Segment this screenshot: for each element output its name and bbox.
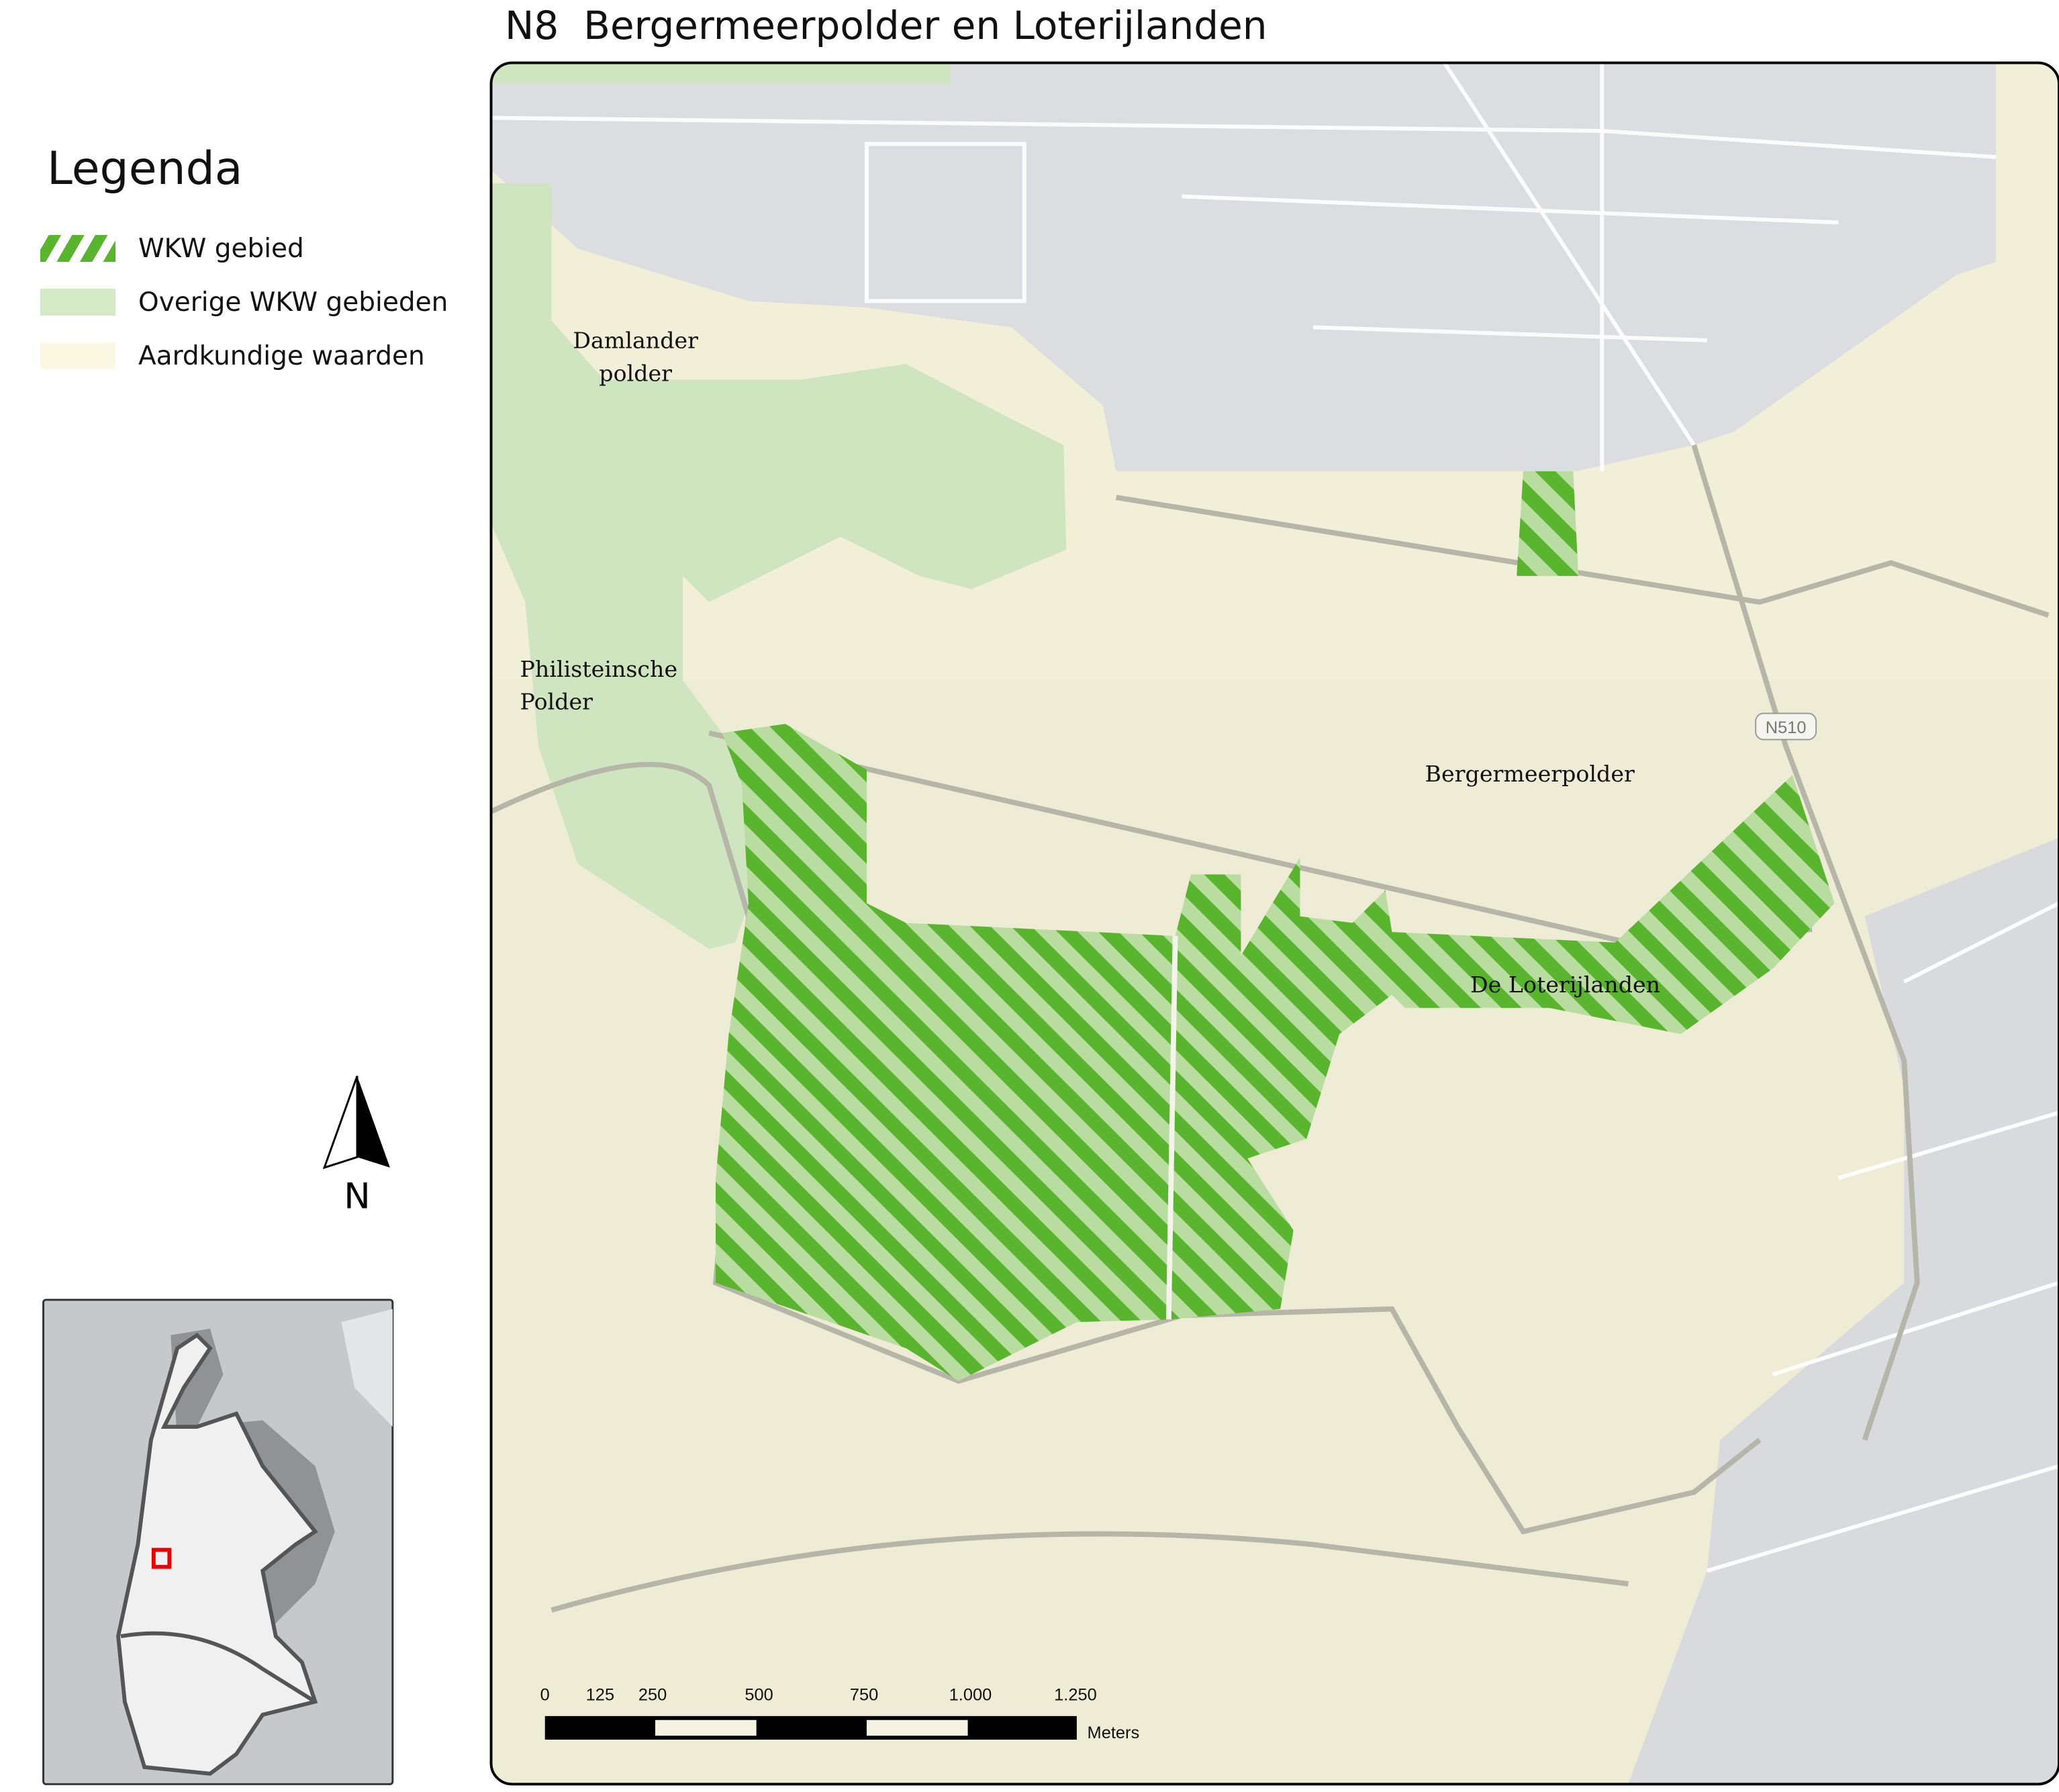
scale-tick: 125 — [586, 1686, 614, 1705]
scale-tick: 750 — [850, 1686, 878, 1705]
legend-item-wkw: WKW gebied — [40, 233, 304, 264]
scale-tick: 500 — [745, 1686, 773, 1705]
legend-item-overige: Overige WKW gebieden — [40, 287, 448, 318]
wkw-gebied-main — [716, 724, 1835, 1381]
overige-wkw-gebieden — [491, 183, 1067, 949]
place-label: Bergermeerpolder — [1425, 761, 1635, 787]
wkw-gebied-north — [1517, 471, 1579, 576]
beige-swatch-icon — [40, 342, 115, 369]
streets — [491, 62, 2059, 1573]
road-shield-icon — [1755, 712, 1817, 741]
hatch-swatch-icon — [40, 235, 115, 262]
place-label: Polder — [520, 689, 593, 715]
legend-title: Legenda — [47, 142, 243, 195]
scale-tick: 250 — [638, 1686, 667, 1705]
road — [1165, 935, 1178, 1320]
green-strip — [491, 62, 951, 84]
road-label: N510 — [1766, 718, 1807, 737]
legend-label: Overige WKW gebieden — [138, 287, 448, 318]
inset-locator-map — [42, 1299, 394, 1785]
map-title: N8 Bergermeerpolder en Loterijlanden — [505, 3, 1267, 48]
scale-tick: 1.000 — [949, 1686, 992, 1705]
place-label: De Loterijlanden — [1470, 972, 1660, 998]
green-swatch-icon — [40, 289, 115, 316]
map-frame — [489, 61, 2059, 1786]
place-label: polder — [599, 360, 672, 386]
scale-tick: 0 — [540, 1686, 550, 1705]
place-label: Philisteinsche — [520, 656, 678, 682]
legend-label: WKW gebied — [138, 233, 304, 264]
urban-area-east — [1628, 837, 2059, 1785]
north-label: N — [344, 1176, 371, 1217]
legend-label: Aardkundige waarden — [138, 340, 425, 371]
location-marker — [151, 1548, 172, 1569]
place-label: Damlander — [573, 328, 698, 354]
scale-unit: Meters — [1088, 1724, 1140, 1742]
north-arrow-icon: N — [322, 1076, 390, 1217]
legend-item-aardkundig: Aardkundige waarden — [40, 341, 425, 371]
scale-bar: 0 125 250 500 750 1.000 1.250 Meters — [540, 1686, 1140, 1742]
scale-tick: 1.250 — [1054, 1686, 1097, 1705]
